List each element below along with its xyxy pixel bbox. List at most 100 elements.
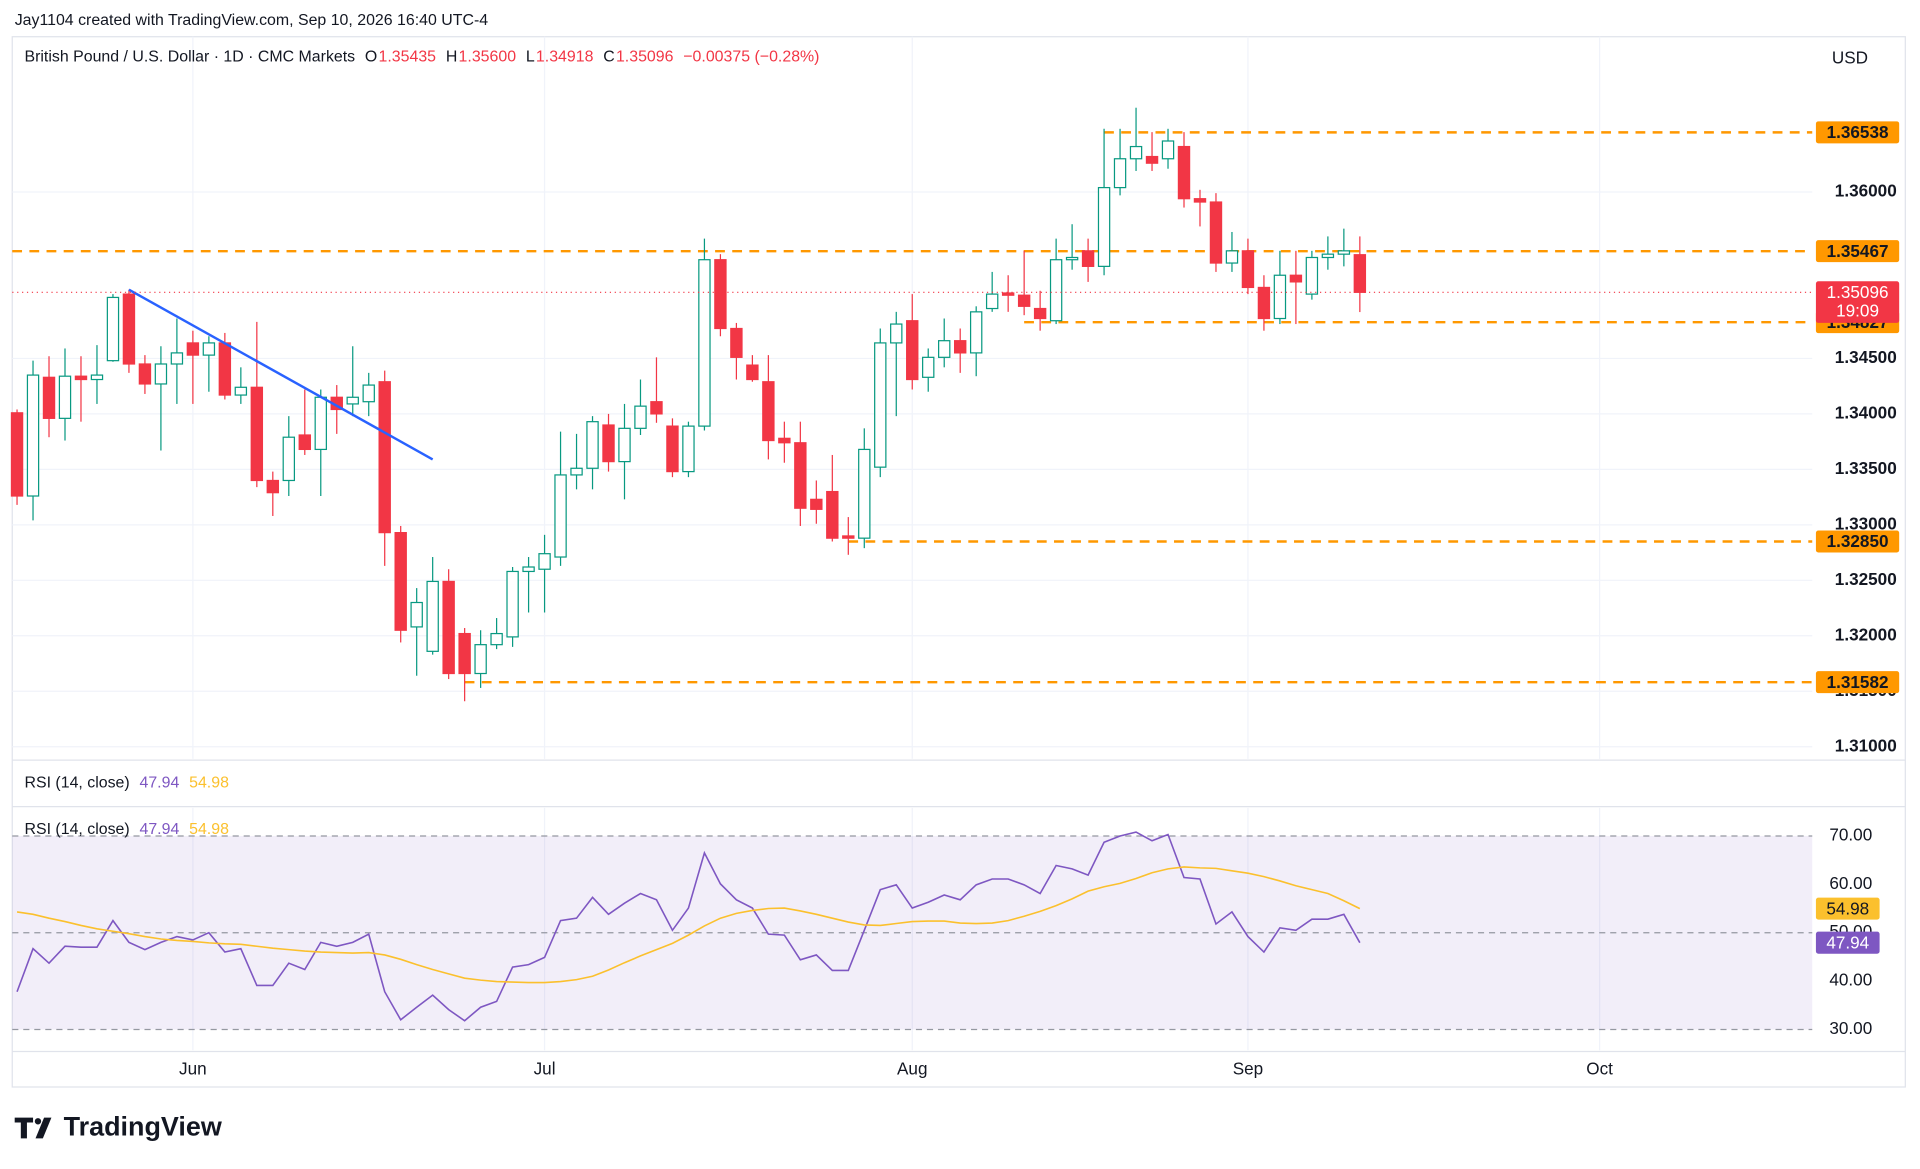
candle-body (1353, 254, 1367, 293)
candle-body (762, 381, 775, 442)
candle-body (394, 532, 407, 631)
candle-body (442, 580, 455, 675)
candle-body (906, 320, 919, 381)
indicator-value: 47.94 (140, 821, 180, 838)
candle-body (698, 259, 711, 427)
indicator-title: RSI (14, close) (24, 821, 129, 838)
y-tick-label: 40.00 (1829, 970, 1872, 990)
candle-body (362, 384, 375, 403)
candle-body (1113, 158, 1127, 189)
candle-body (1193, 198, 1207, 203)
candle-body (1065, 256, 1079, 261)
candle-body (1337, 250, 1351, 255)
candle-body (858, 448, 871, 539)
indicator-badge-label: 54.98 (1826, 898, 1869, 918)
candle-body (42, 376, 56, 419)
level-badge (1815, 671, 1900, 694)
candle-body (953, 340, 967, 354)
candle-body (730, 327, 743, 358)
candle-body (522, 566, 535, 573)
candle-body (458, 632, 471, 675)
x-tick-label: Sep (1233, 1058, 1263, 1078)
candle-body (1225, 250, 1239, 264)
candle-body (266, 479, 280, 494)
ohlc-value: 1.35435 (379, 49, 437, 66)
candle-body (778, 437, 791, 444)
candle-body (1305, 256, 1319, 295)
candle-body (1209, 201, 1223, 264)
y-tick-label: 1.33000 (1835, 513, 1897, 533)
logo-mark (34, 1118, 42, 1125)
candle-body (234, 386, 248, 396)
candle-body (314, 396, 327, 451)
candle-body (1017, 294, 1031, 307)
y-tick-label: 1.33500 (1835, 458, 1897, 478)
candle-body (250, 386, 264, 482)
chart-title: British Pound / U.S. Dollar · 1D · CMC M… (24, 49, 355, 66)
candle-body (90, 374, 104, 381)
level-badge (1815, 240, 1900, 263)
candle-body (1177, 145, 1191, 200)
x-tick-label: Oct (1586, 1058, 1613, 1078)
level-label: 1.31582 (1827, 672, 1889, 692)
y-tick-label: 1.31000 (1835, 735, 1897, 755)
candle-body (969, 311, 983, 354)
x-tick-label: Aug (897, 1058, 927, 1078)
candle-body (170, 352, 184, 365)
candle-body (1049, 259, 1063, 322)
candle-body (426, 580, 439, 652)
candle-body (1289, 274, 1303, 283)
logo: TradingView (14, 1112, 222, 1142)
candle-body (1241, 250, 1255, 289)
candle-body (890, 323, 903, 344)
candle-body (138, 363, 152, 385)
candle-body (474, 644, 487, 675)
level-badge (1815, 530, 1900, 553)
logo-text: TradingView (64, 1112, 222, 1142)
ohlc-value: 1.35600 (459, 49, 517, 66)
y-tick-label: 60.00 (1829, 873, 1872, 893)
candle-body (1145, 155, 1159, 164)
candle-body (1273, 274, 1287, 320)
y-tick-label: 1.32500 (1835, 569, 1897, 589)
y-tick-label: 30.00 (1829, 1018, 1872, 1038)
candle-body (346, 396, 359, 405)
candle-body (538, 553, 551, 570)
indicator-title: RSI (14, close) (24, 775, 129, 792)
candle-body (202, 342, 216, 356)
trendline (128, 288, 434, 461)
candle-body (410, 601, 423, 628)
candle-body (26, 374, 40, 497)
candle-body (1257, 286, 1271, 320)
rsi-line (16, 831, 1361, 1022)
x-tick-label: Jul (534, 1058, 556, 1078)
candle-body (1081, 250, 1095, 267)
candle-body (1001, 292, 1015, 296)
last-price-badge (1815, 281, 1900, 323)
ohlc-label: C (603, 49, 615, 66)
attribution: Jay1104 created with TradingView.com, Se… (15, 12, 489, 29)
candle-body (10, 412, 24, 497)
candle-body (682, 425, 695, 473)
candle-body (634, 405, 647, 429)
y-tick-label: 1.36000 (1835, 181, 1897, 201)
rsi-line (16, 866, 1361, 984)
candle-body (378, 381, 391, 534)
candle-body (874, 342, 887, 468)
candle-body (218, 342, 232, 396)
indicator-value: 54.98 (189, 821, 229, 838)
ohlc-value: 1.35096 (616, 49, 674, 66)
countdown: 19:09 (1836, 300, 1879, 320)
candle-body (1161, 140, 1175, 160)
candle-body (106, 296, 120, 362)
candle-body (586, 421, 599, 469)
indicator-badge (1815, 897, 1880, 920)
candle-body (666, 425, 679, 473)
ohlc-label: O (365, 49, 377, 66)
chart-frame (11, 36, 1906, 1088)
indicator-badge (1815, 931, 1880, 954)
candle-body (154, 363, 168, 385)
candle-body (794, 442, 807, 509)
candle-body (714, 259, 727, 330)
